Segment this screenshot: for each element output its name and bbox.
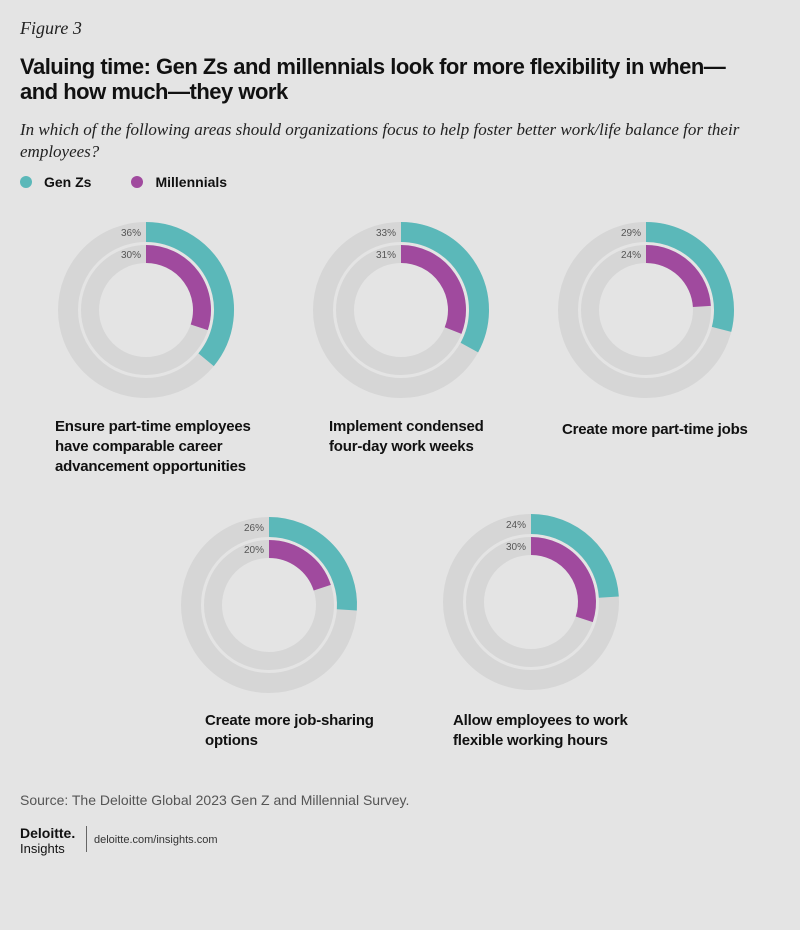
value-label-millennials: 30% [506,542,526,553]
chart-title: Valuing time: Gen Zs and millennials loo… [20,54,726,104]
category-label-line: Allow employees to work [453,712,628,729]
arc-millennials [268,540,331,591]
category-label-line: four-day work weeks [329,438,474,455]
donut-4: 26% 20% [181,517,357,693]
donut-2: 33% 31% [313,222,489,398]
category-label-line: Ensure part-time employees [55,418,251,435]
category-label-line: have comparable career [55,438,223,455]
arc-gen-z [268,517,357,611]
legend-swatch-millennials [131,176,144,188]
figure-label: Figure 3 [20,18,82,38]
donut-1: 36% 30% [58,222,234,398]
source-note: Source: The Deloitte Global 2023 Gen Z a… [20,792,410,808]
legend-label-millennials: Millennials [155,174,228,190]
arc-gen-z [530,514,619,599]
brand-sub: Insights [20,841,65,856]
value-label-gen-z: 29% [621,228,641,239]
arc-gen-z [400,222,489,353]
legend-item-millennials: Millennials [131,174,227,190]
category-label-2: Implement condensed four-day work weeks [329,417,484,457]
arc-millennials [530,537,596,623]
legend: Gen Zs Millennials [20,174,227,190]
category-label-line: flexible working hours [453,732,608,749]
category-label-3: Create more part-time jobs [562,420,748,440]
category-label-line: Create more part-time jobs [562,421,748,438]
legend-label-gen-z: Gen Zs [44,174,92,190]
brand-logo: Deloitte. Insights [20,825,76,857]
legend-item-gen-z: Gen Zs [20,174,91,190]
category-label-line: advancement opportunities [55,458,246,475]
value-label-gen-z: 36% [121,228,141,239]
arc-millennials [645,245,711,308]
arc-gen-z [145,222,234,367]
category-label-line: Create more job-sharing [205,712,374,729]
legend-swatch-gen-z [20,176,32,188]
value-label-millennials: 30% [121,250,141,261]
value-label-gen-z: 26% [244,523,264,534]
arc-gen-z [645,222,734,332]
value-label-gen-z: 33% [376,228,396,239]
value-label-gen-z: 24% [506,520,526,531]
brand-name: Deloitte. [20,825,76,841]
category-label-1: Ensure part-time employees have comparabl… [55,417,251,477]
brand-divider [86,826,87,852]
category-label-4: Create more job-sharing options [205,711,374,751]
category-label-5: Allow employees to work flexible working … [453,711,628,751]
brand-url: deloitte.com/insights.com [94,834,218,846]
chart-subtitle: In which of the following areas should o… [20,120,740,161]
value-label-millennials: 24% [621,250,641,261]
value-label-millennials: 31% [376,250,396,261]
category-label-line: options [205,732,258,749]
donut-3: 29% 24% [558,222,734,398]
arc-millennials [145,245,211,331]
value-label-millennials: 20% [244,545,264,556]
category-label-line: Implement condensed [329,418,484,435]
arc-millennials [400,245,466,334]
donut-5: 24% 30% [443,514,619,690]
